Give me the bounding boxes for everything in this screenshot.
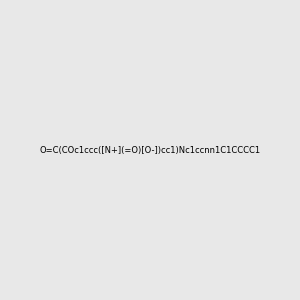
Text: O=C(COc1ccc([N+](=O)[O-])cc1)Nc1ccnn1C1CCCC1: O=C(COc1ccc([N+](=O)[O-])cc1)Nc1ccnn1C1C… bbox=[39, 146, 261, 154]
